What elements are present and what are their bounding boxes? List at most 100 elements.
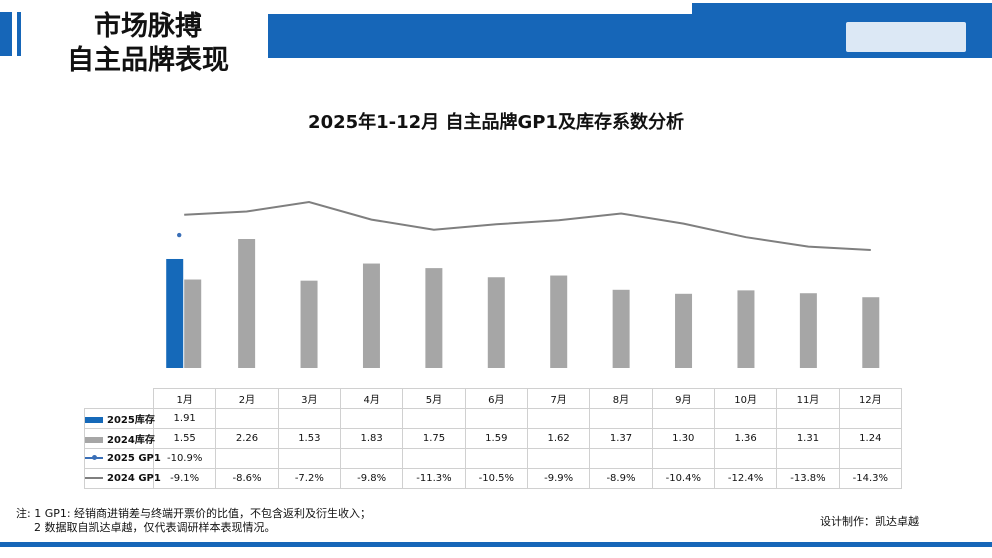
data-label xyxy=(838,448,903,469)
tick-label-month: 10月 xyxy=(713,388,778,409)
table-corner-cell xyxy=(85,389,154,409)
data-label xyxy=(277,448,341,469)
data-label: -9.1% xyxy=(152,468,217,489)
data-label: 2.26 xyxy=(215,428,279,449)
tick-label-month: 7月 xyxy=(526,388,591,409)
data-label: -13.8% xyxy=(776,468,840,489)
data-label: 1.53 xyxy=(277,428,341,449)
tick-label-month: 8月 xyxy=(589,388,653,409)
header-accent-bar xyxy=(0,12,12,56)
tick-label-month: 3月 xyxy=(277,388,341,409)
data-label: -9.8% xyxy=(339,468,404,489)
data-label xyxy=(277,408,341,429)
data-label: -11.3% xyxy=(402,468,466,489)
legend-entry: 2024 GP1 xyxy=(84,468,161,489)
chart-title: 2025年1-12月 自主品牌GP1及库存系数分析 xyxy=(308,112,684,133)
tick-label-month: 2月 xyxy=(215,388,279,409)
page-title: 市场脉搏 自主品牌表现 xyxy=(38,10,258,78)
legend-label: 2024库存 xyxy=(107,435,155,446)
data-label: -10.4% xyxy=(651,468,715,489)
data-label: -9.9% xyxy=(526,468,591,489)
point-2025-gp1 xyxy=(177,232,182,238)
data-label xyxy=(339,448,404,469)
bar-2024-inventory xyxy=(737,290,755,368)
bar-2024-inventory xyxy=(425,268,443,368)
bar-2024-inventory xyxy=(550,275,568,368)
footnote-line2: 2 数据取自凯达卓越，仅代表调研样本表现情况。 xyxy=(34,521,276,534)
data-label xyxy=(402,408,466,429)
line-2024-gp1 xyxy=(184,200,871,251)
tick-label-month: 11月 xyxy=(776,388,840,409)
table-row: 2025 GP1 -10.9% xyxy=(84,448,903,469)
data-label: 1.62 xyxy=(526,428,591,449)
data-label xyxy=(215,408,279,429)
bar-2024-inventory xyxy=(675,293,693,368)
data-label: -12.4% xyxy=(713,468,778,489)
bar-2024-inventory xyxy=(799,293,817,368)
page-title-line2: 自主品牌表现 xyxy=(67,45,229,76)
legend-swatch xyxy=(85,455,103,460)
data-label xyxy=(776,448,840,469)
table-row: 2024库存 1.55 2.26 1.53 1.83 1.75 1.59 1.62 1.37 1.… xyxy=(84,428,903,449)
data-label: -14.3% xyxy=(838,468,903,489)
table-header-row: 1月 2月 3月 4月 5月 6月 7月 8月 9月 10月 11月 12月 xyxy=(85,388,903,409)
tick-label-month: 1月 xyxy=(152,388,217,409)
data-label xyxy=(526,448,591,469)
data-label xyxy=(651,408,715,429)
legend-label: 2025库存 xyxy=(107,415,155,426)
bar-2024-inventory xyxy=(612,289,630,368)
bar-2025-inventory xyxy=(166,258,184,368)
page-title-line1: 市场脉搏 xyxy=(94,11,202,42)
bar-2024-inventory xyxy=(362,263,380,368)
legend-swatch xyxy=(85,417,103,423)
legend-swatch xyxy=(85,437,103,443)
data-label: 1.83 xyxy=(339,428,404,449)
footer-band xyxy=(0,542,992,547)
bar-2024-inventory xyxy=(487,277,505,368)
table-row: 2025库存 1.91 xyxy=(84,408,903,429)
association-logo xyxy=(846,22,966,52)
data-label xyxy=(838,408,903,429)
data-label: 1.31 xyxy=(776,428,840,449)
data-label: 1.36 xyxy=(713,428,778,449)
chart-plot xyxy=(166,200,880,368)
data-label: -7.2% xyxy=(277,468,341,489)
data-label: 1.30 xyxy=(651,428,715,449)
design-credit: 设计制作：凯达卓越 xyxy=(820,515,919,528)
data-label xyxy=(339,408,404,429)
data-table: 1月 2月 3月 4月 5月 6月 7月 8月 9月 10月 11月 12月 2025库存 1.91 202… xyxy=(84,388,903,489)
data-label: -10.9% xyxy=(152,448,217,469)
tick-label-month: 12月 xyxy=(838,388,903,409)
tick-label-month: 9月 xyxy=(651,388,715,409)
data-label: 1.59 xyxy=(464,428,528,449)
header-accent-bar-thin xyxy=(17,12,21,56)
legend-entry: 2025库存 xyxy=(84,408,155,429)
footnote-line1: 注: 1 GP1: 经销商进销差与终端开票价的比值，不包含返利及衍生收入； xyxy=(16,507,372,520)
footnote: 注: 1 GP1: 经销商进销差与终端开票价的比值，不包含返利及衍生收入； 2 … xyxy=(16,507,371,535)
legend-swatch xyxy=(85,477,103,479)
data-label: -10.5% xyxy=(464,468,528,489)
data-label xyxy=(776,408,840,429)
data-label xyxy=(589,408,653,429)
legend-label: 2025 GP1 xyxy=(107,453,161,464)
table-row: 2024 GP1 -9.1% -8.6% -7.2% -9.8% -11.3% -10.5%… xyxy=(84,468,903,489)
data-label xyxy=(464,408,528,429)
data-label: 1.55 xyxy=(152,428,217,449)
tick-label-month: 4月 xyxy=(339,388,404,409)
data-label: 1.37 xyxy=(589,428,653,449)
data-label xyxy=(651,448,715,469)
legend-entry: 2024库存 xyxy=(84,428,155,449)
data-label: 1.91 xyxy=(152,408,217,429)
bar-2024-inventory xyxy=(238,239,256,368)
legend-marker xyxy=(92,455,97,460)
legend-entry: 2025 GP1 xyxy=(84,448,161,469)
data-label xyxy=(464,448,528,469)
data-label: -8.6% xyxy=(215,468,279,489)
data-label: -8.9% xyxy=(589,468,653,489)
data-label xyxy=(713,448,778,469)
bar-2024-inventory xyxy=(862,297,880,368)
data-label: 1.75 xyxy=(402,428,466,449)
data-label: 1.24 xyxy=(838,428,903,449)
bar-2024-inventory xyxy=(184,279,202,368)
data-label xyxy=(526,408,591,429)
